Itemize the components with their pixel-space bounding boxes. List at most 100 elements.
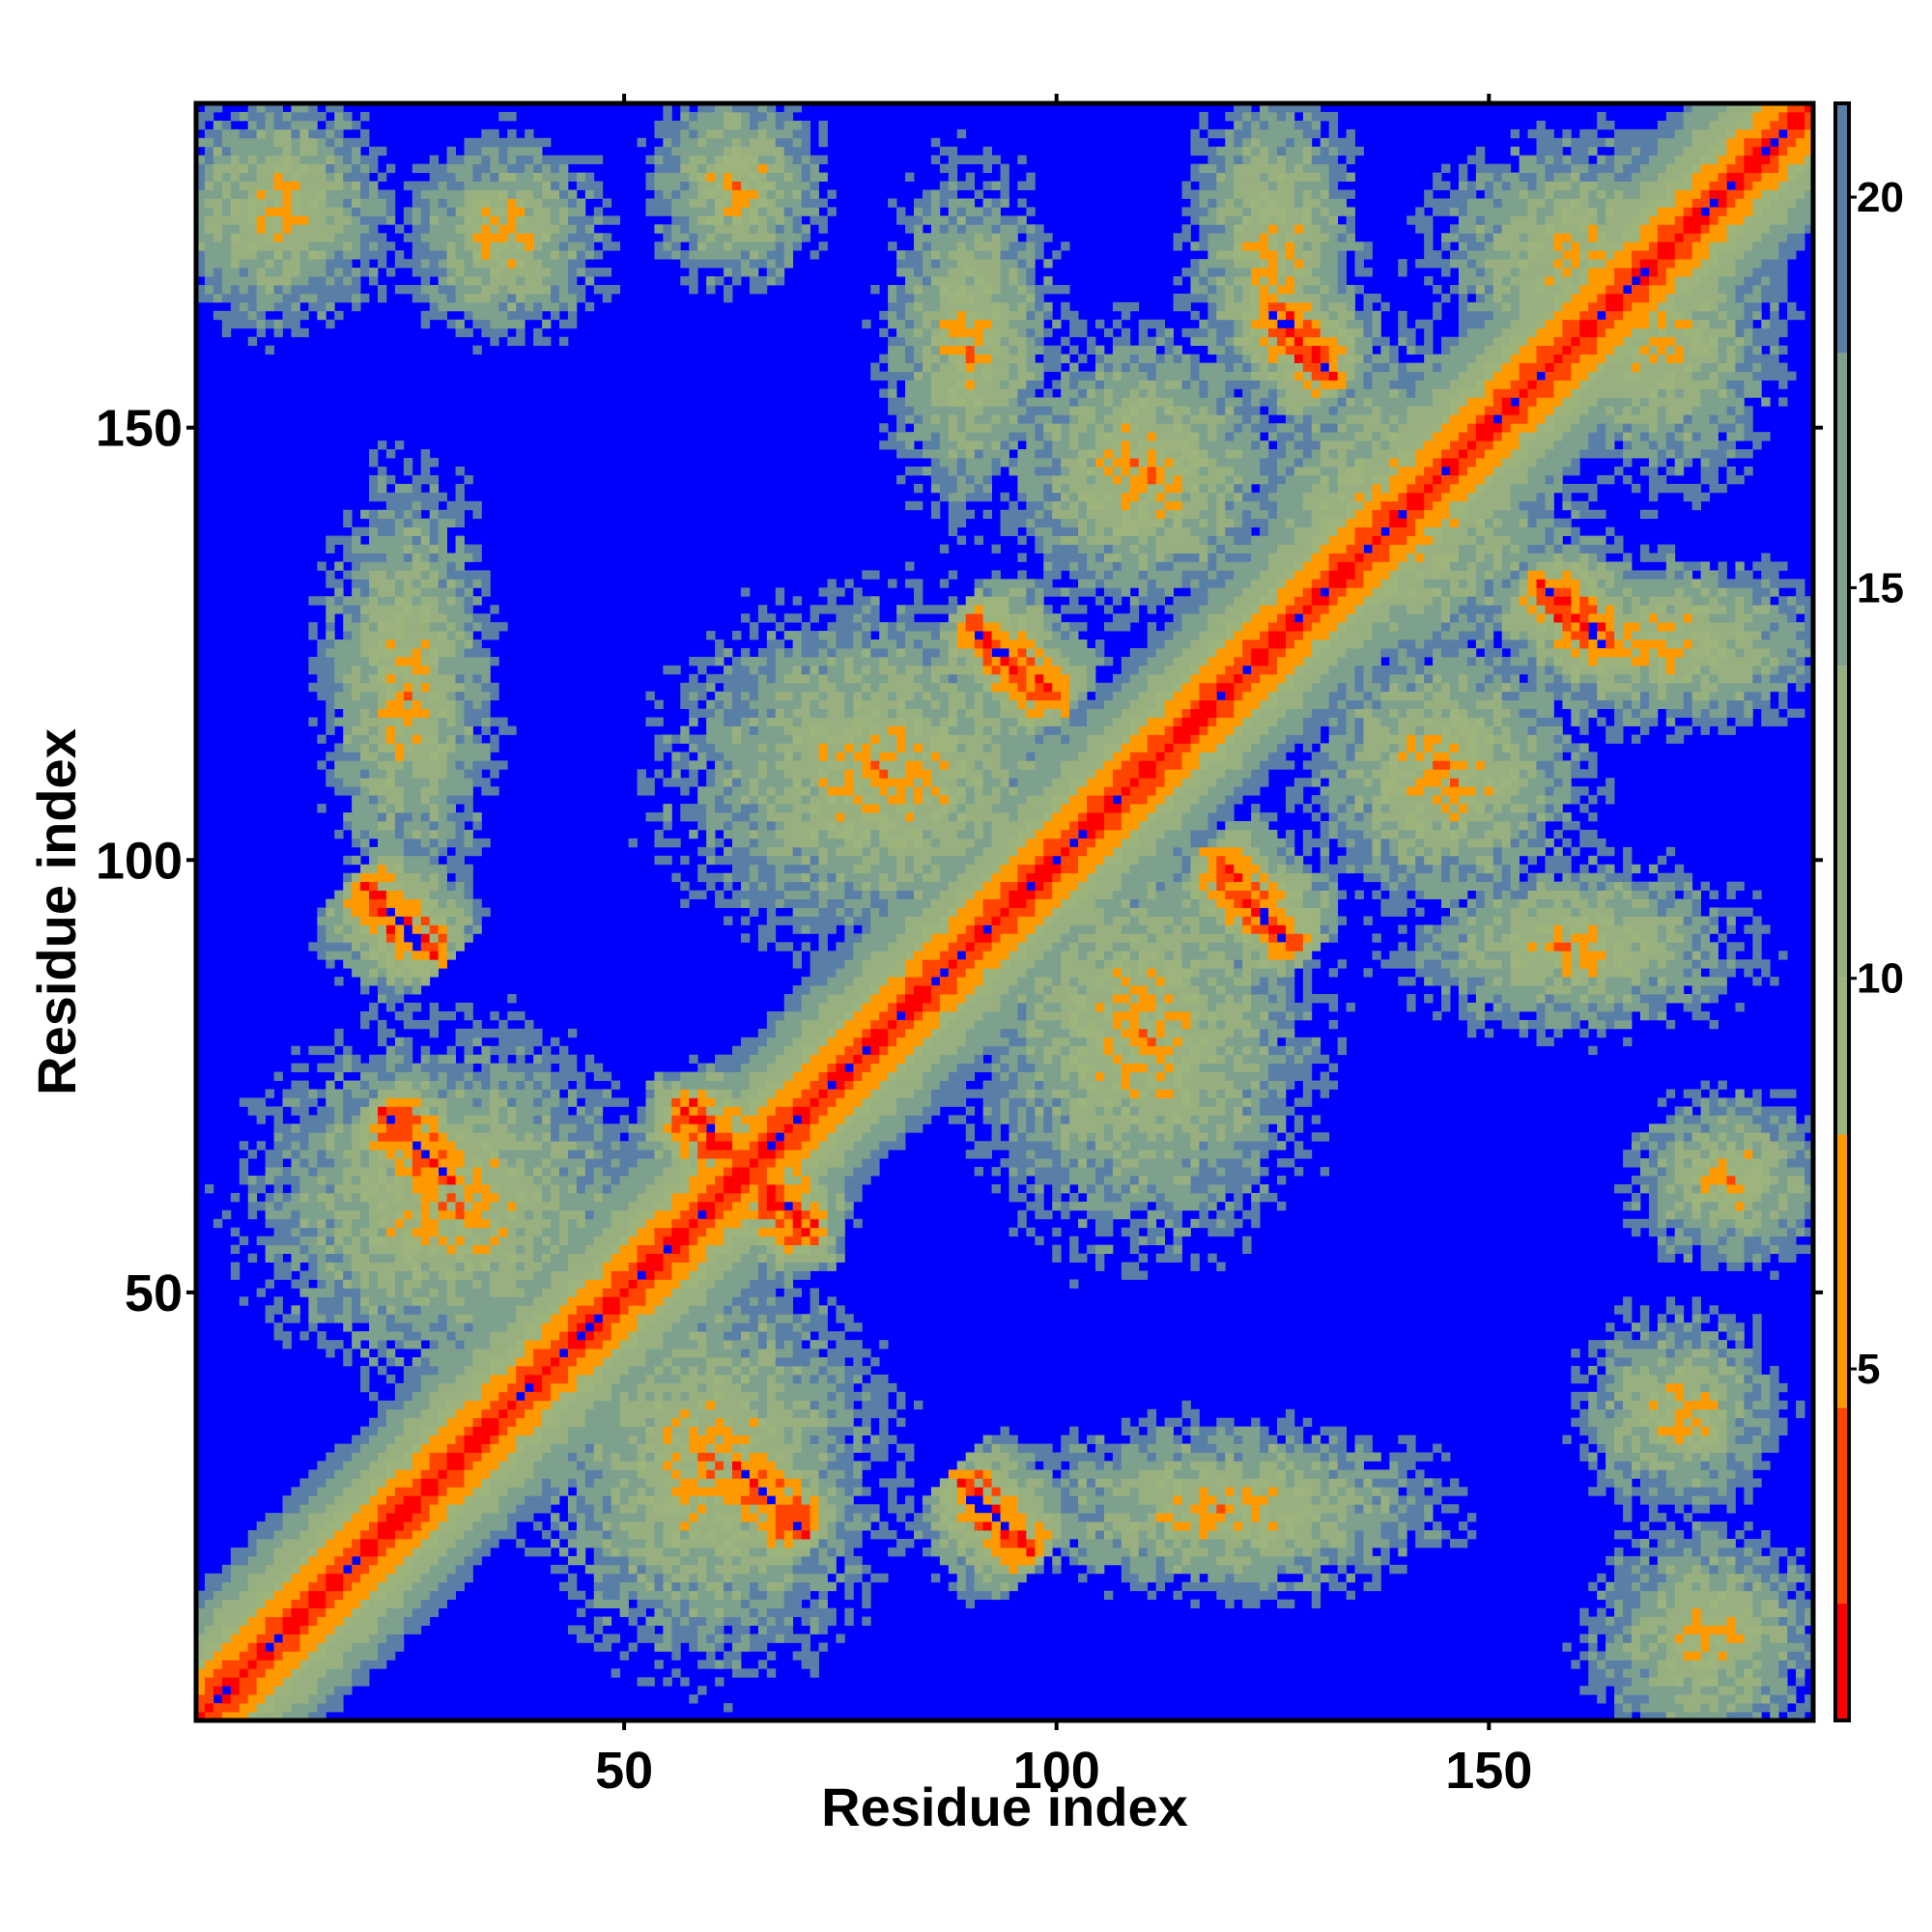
heatmap-cell — [1094, 1080, 1114, 1090]
heatmap-cell — [1026, 1115, 1036, 1124]
heatmap-cell — [299, 1288, 335, 1297]
heatmap-cell — [611, 1357, 646, 1367]
heatmap-cell — [757, 1322, 768, 1332]
heatmap-cell — [896, 1391, 906, 1402]
heatmap-cell — [645, 1374, 655, 1384]
heatmap-cell — [576, 1495, 586, 1505]
heatmap-cell — [551, 1132, 560, 1142]
heatmap-cell — [273, 1555, 300, 1566]
heatmap-cell — [308, 1322, 318, 1332]
heatmap-cell — [542, 1417, 560, 1428]
heatmap-cell — [680, 1391, 690, 1402]
heatmap-cell — [974, 1581, 1001, 1592]
heatmap-cell — [749, 1478, 759, 1488]
heatmap-cell — [1700, 1530, 1719, 1540]
heatmap-cell — [542, 1045, 552, 1056]
heatmap-cell — [766, 1668, 777, 1678]
heatmap-cell — [1614, 1443, 1624, 1453]
heatmap-cell — [1052, 1539, 1070, 1548]
heatmap-cell — [1424, 1504, 1434, 1514]
heatmap-cell — [1094, 1504, 1105, 1514]
heatmap-cell — [1208, 942, 1243, 952]
heatmap-cell — [775, 1192, 785, 1203]
heatmap-cell — [377, 1167, 387, 1177]
heatmap-cell — [827, 1426, 854, 1435]
heatmap-cell — [706, 1158, 716, 1168]
heatmap-cell — [472, 1417, 482, 1428]
heatmap-cell — [1778, 1599, 1788, 1609]
heatmap-cell — [1398, 1547, 1407, 1557]
heatmap-cell — [974, 933, 992, 943]
heatmap-cell — [394, 1158, 405, 1168]
heatmap-cell — [862, 1461, 871, 1470]
heatmap-cell — [801, 1521, 810, 1531]
heatmap-cell — [775, 1019, 803, 1030]
heatmap-cell — [221, 1625, 241, 1634]
heatmap-cell — [567, 1400, 595, 1410]
heatmap-cell — [1328, 1019, 1339, 1030]
heatmap-cell — [1700, 1521, 1727, 1531]
heatmap-cell — [1061, 1063, 1079, 1073]
heatmap-cell — [1632, 1192, 1641, 1203]
heatmap-cell — [1579, 1452, 1589, 1462]
heatmap-cell — [273, 1660, 300, 1669]
heatmap-cell — [542, 1192, 552, 1203]
heatmap-cell — [724, 1417, 733, 1428]
heatmap-cell — [299, 1192, 309, 1203]
heatmap-cell — [464, 933, 473, 943]
heatmap-cell — [1026, 1530, 1036, 1540]
heatmap-cell — [230, 1270, 241, 1280]
heatmap-cell — [1043, 1002, 1062, 1012]
heatmap-cell — [1718, 1201, 1727, 1211]
heatmap-cell — [956, 1555, 967, 1566]
heatmap-cell — [1441, 942, 1460, 952]
heatmap-cell — [1597, 1435, 1615, 1444]
heatmap-cell — [438, 1150, 447, 1159]
heatmap-cell — [1752, 1581, 1762, 1592]
heatmap-cell — [273, 1201, 283, 1211]
heatmap-cell — [385, 1322, 413, 1332]
heatmap-cell — [1103, 1123, 1114, 1133]
heatmap-cell — [1761, 1599, 1779, 1609]
heatmap-cell — [724, 1703, 733, 1713]
heatmap-cell — [836, 1452, 854, 1462]
heatmap-cell — [1061, 1002, 1079, 1012]
heatmap-cell — [1545, 994, 1554, 1004]
heatmap-cell — [1009, 951, 1027, 960]
heatmap-cell — [429, 1391, 465, 1402]
heatmap-cell — [464, 1478, 482, 1488]
heatmap-cell — [472, 1495, 499, 1505]
heatmap-cell — [464, 1504, 499, 1514]
heatmap-cell — [403, 1374, 422, 1384]
heatmap-cell — [836, 1236, 845, 1246]
heatmap-cell — [1147, 968, 1157, 978]
heatmap-cell — [352, 1642, 379, 1652]
heatmap-cell — [1234, 1201, 1243, 1211]
heatmap-cell — [1691, 1504, 1710, 1514]
heatmap-cell — [1709, 1340, 1719, 1350]
heatmap-cell — [896, 1019, 915, 1030]
heatmap-cell — [239, 1141, 249, 1151]
heatmap-cell — [827, 1218, 845, 1229]
heatmap-cell — [740, 933, 751, 943]
heatmap-cell — [1337, 959, 1347, 969]
heatmap-cell — [1718, 1651, 1727, 1661]
heatmap-cell — [654, 1080, 664, 1090]
heatmap-cell — [965, 1581, 976, 1592]
heatmap-cell — [715, 1590, 724, 1601]
heatmap-cell — [247, 1581, 274, 1592]
heatmap-cell — [1260, 1547, 1295, 1557]
heatmap-cell — [818, 1555, 837, 1566]
heatmap-cell — [715, 1564, 751, 1575]
heatmap-cell — [896, 1513, 906, 1522]
heatmap-cell — [1588, 1349, 1598, 1358]
heatmap-cell — [965, 1106, 976, 1116]
heatmap-cell — [982, 1539, 1001, 1548]
heatmap-cell — [740, 1521, 751, 1531]
heatmap-cell — [1155, 1201, 1174, 1211]
heatmap-cell — [394, 1071, 431, 1081]
heatmap-cell — [1181, 1564, 1235, 1575]
heatmap-cell — [1225, 1071, 1269, 1081]
heatmap-cell — [282, 1677, 292, 1687]
heatmap-cell — [247, 1573, 283, 1583]
